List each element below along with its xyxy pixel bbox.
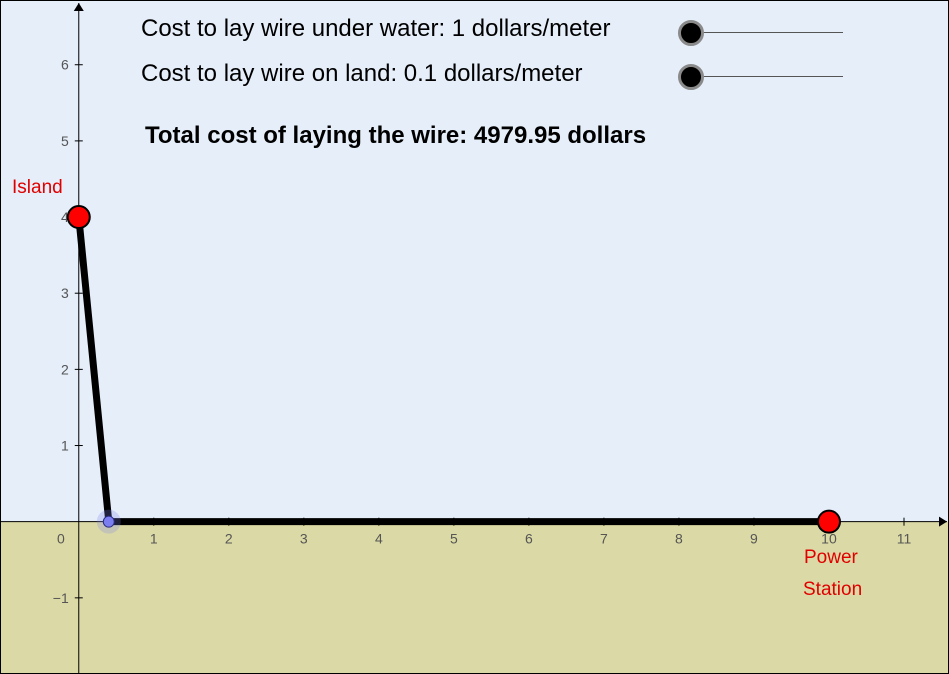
land-region [0, 521, 949, 674]
island-label: Island [12, 177, 63, 198]
island-point[interactable] [66, 205, 91, 230]
x-tick-label: 3 [300, 531, 308, 547]
land-cost-label: Cost to lay wire on land: 0.1 dollars/me… [141, 60, 583, 87]
x-tick-label: 10 [821, 531, 837, 547]
junction-point[interactable] [102, 515, 115, 528]
origin-label: 0 [57, 531, 65, 547]
power-station-label-line2: Station [803, 579, 863, 600]
x-axis-arrow [939, 516, 947, 527]
land-cost-slider-track[interactable] [690, 76, 843, 77]
y-tick-label: 2 [61, 361, 69, 377]
water-cost-slider-knob[interactable] [678, 20, 704, 46]
total-cost-text: Total cost of laying the wire: 4979.95 d… [145, 122, 647, 149]
axis-tick-labels: 1 2 3 4 5 6 7 8 9 10 11 6 5 4 3 2 1 −1 0 [53, 57, 912, 606]
x-tick-label: 7 [600, 531, 608, 547]
y-tick-label: 1 [61, 438, 69, 454]
y-tick-label: 6 [61, 57, 69, 73]
water-cost-label: Cost to lay wire under water: 1 dollars/… [141, 15, 611, 42]
x-tick-label: 9 [750, 531, 758, 547]
water-cost-slider[interactable] [676, 18, 846, 48]
land-cost-slider-knob[interactable] [678, 64, 704, 90]
x-tick-label: 11 [897, 531, 912, 547]
y-tick-label: 4 [61, 209, 69, 225]
wire-underwater-segment [75, 213, 113, 526]
x-tick-label: 5 [450, 531, 458, 547]
x-tick-label: 4 [375, 531, 383, 547]
x-tick-label: 6 [525, 531, 533, 547]
x-tick-label: 1 [150, 531, 158, 547]
y-axis-arrow [73, 3, 84, 11]
water-cost-slider-track[interactable] [690, 32, 843, 33]
water-region [0, 0, 949, 522]
land-cost-slider[interactable] [676, 62, 846, 92]
power-station-point[interactable] [816, 509, 841, 534]
y-tick-label: −1 [53, 590, 69, 606]
x-tick-label: 8 [675, 531, 683, 547]
y-tick-label: 3 [61, 285, 69, 301]
power-station-label-line1: Power [804, 547, 858, 568]
y-tick-label: 5 [61, 133, 69, 149]
x-tick-label: 2 [225, 531, 233, 547]
